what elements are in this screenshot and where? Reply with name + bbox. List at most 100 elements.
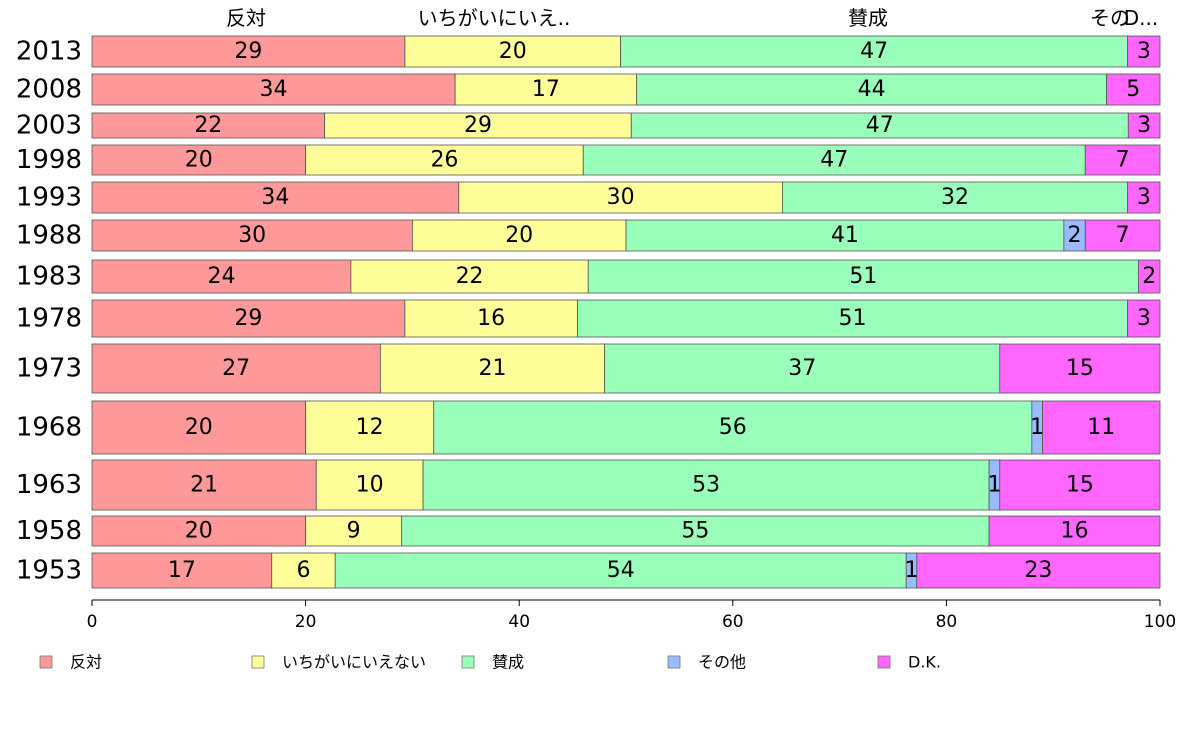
x-tick-label-3: 60 xyxy=(722,612,744,632)
bar-segment-1953-2 xyxy=(334,552,907,589)
bar-value-label-2013-2: 47 xyxy=(860,39,888,64)
year-label-1968: 1968 xyxy=(16,413,82,443)
bar-segment-2003-4 xyxy=(1127,112,1161,139)
bar-value-label-1983-2: 51 xyxy=(849,264,877,289)
bar-segment-1978-4 xyxy=(1127,299,1161,338)
bar-segment-2013-0 xyxy=(91,35,406,68)
bar-segment-2003-1 xyxy=(324,112,632,139)
bar-segment-1988-1 xyxy=(411,219,627,252)
year-label-2013: 2013 xyxy=(16,37,82,67)
bar-segment-1963-2 xyxy=(422,459,990,511)
year-labels: 2013 2008 2003 1998 1993 1988 1983 1978 1973 1968… xyxy=(16,37,82,586)
x-tick-label-1: 20 xyxy=(295,612,317,632)
year-label-1993: 1993 xyxy=(16,183,82,213)
top-category-labels: 反対 いちがいにいえ.. 賛成 そのD... xyxy=(226,6,1158,30)
bar-value-label-1998-0: 20 xyxy=(185,148,213,173)
bar-segment-1973-1 xyxy=(379,343,606,394)
bar-segment-1998-2 xyxy=(582,144,1086,176)
legend-item-4: D.K. xyxy=(877,653,941,672)
bar-value-label-1953-4: 23 xyxy=(1024,558,1052,583)
bar-value-label-1978-0: 29 xyxy=(234,306,262,331)
bar-segment-1958-4 xyxy=(988,515,1161,547)
bar-value-label-2013-4: 3 xyxy=(1137,39,1151,64)
legend: 反対 いちがいにいえない 賛成 その他 D.K. xyxy=(39,653,941,672)
bar-value-label-1958-4: 16 xyxy=(1061,519,1089,544)
bar-segment-1983-4 xyxy=(1138,259,1161,294)
bar-segment-1983-1 xyxy=(350,259,589,294)
bar-value-label-1958-2: 55 xyxy=(681,519,709,544)
bar-value-label-1968-0: 20 xyxy=(185,415,213,440)
bar-value-label-2003-4: 3 xyxy=(1137,113,1151,138)
bar-value-label-2008-1: 17 xyxy=(532,77,560,102)
bar-value-label-1958-0: 20 xyxy=(185,519,213,544)
legend-label-1: いちがいにいえない xyxy=(282,653,426,672)
year-label-2003: 2003 xyxy=(16,111,82,141)
year-label-1953: 1953 xyxy=(16,556,82,586)
bar-row-1993: 34 30 32 3 xyxy=(91,181,1161,214)
top-label-2: 賛成 xyxy=(848,6,888,30)
year-label-1973: 1973 xyxy=(16,354,82,384)
bar-segment-1963-4 xyxy=(999,459,1161,511)
year-label-1963: 1963 xyxy=(16,470,82,500)
x-tick-label-2: 40 xyxy=(508,612,530,632)
bar-row-2008: 34 17 44 5 xyxy=(91,73,1161,106)
legend-swatch-2 xyxy=(461,655,475,669)
bar-value-label-1998-4: 7 xyxy=(1116,148,1130,173)
bar-value-label-1978-4: 3 xyxy=(1137,306,1151,331)
bar-value-label-2003-1: 29 xyxy=(464,113,492,138)
bar-value-label-1953-1: 6 xyxy=(296,558,310,583)
bar-value-label-1968-1: 12 xyxy=(356,415,384,440)
bar-segment-1998-0 xyxy=(91,144,307,176)
bar-value-label-1973-4: 15 xyxy=(1066,356,1094,381)
bar-row-1983: 24 22 51 2 xyxy=(91,259,1161,294)
top-label-1: いちがいにいえ.. xyxy=(418,6,571,30)
bar-segment-1973-2 xyxy=(604,343,1001,394)
bar-value-label-1973-0: 27 xyxy=(222,356,250,381)
x-axis: 0 20 40 60 80 100 xyxy=(87,599,1176,632)
bar-value-label-1958-1: 9 xyxy=(347,519,361,544)
bar-value-label-2008-0: 34 xyxy=(260,77,288,102)
bar-value-label-1953-0: 17 xyxy=(168,558,196,583)
top-label-4: D... xyxy=(1124,6,1158,30)
bar-value-label-1963-2: 53 xyxy=(692,473,720,498)
year-label-1998: 1998 xyxy=(16,145,82,175)
bar-value-label-1953-3: 1 xyxy=(905,558,919,583)
bar-segment-1968-1 xyxy=(305,400,435,455)
bar-segment-1993-1 xyxy=(458,181,783,214)
bar-segment-1968-4 xyxy=(1042,400,1161,455)
legend-item-2: 賛成 xyxy=(461,653,524,672)
bar-value-label-1993-2: 32 xyxy=(941,185,969,210)
bar-row-2003: 22 29 47 3 xyxy=(91,112,1161,139)
bar-segment-2003-0 xyxy=(91,112,326,139)
year-label-1958: 1958 xyxy=(16,516,82,546)
bar-value-label-1983-0: 24 xyxy=(207,264,235,289)
bar-value-label-1988-2: 41 xyxy=(831,223,859,248)
year-label-1988: 1988 xyxy=(16,221,82,251)
x-tick-label-5: 100 xyxy=(1144,612,1176,632)
bar-value-label-1963-1: 10 xyxy=(356,473,384,498)
bar-value-label-1978-2: 51 xyxy=(839,306,867,331)
legend-label-2: 賛成 xyxy=(492,653,524,672)
bar-value-label-1968-4: 11 xyxy=(1087,415,1115,440)
bar-value-label-1983-1: 22 xyxy=(456,264,484,289)
x-tick-label-0: 0 xyxy=(87,612,98,632)
legend-swatch-1 xyxy=(251,655,265,669)
top-label-0: 反対 xyxy=(226,6,266,30)
bar-segment-1998-1 xyxy=(305,144,584,176)
bar-segment-1978-0 xyxy=(91,299,406,338)
bar-value-label-1968-2: 56 xyxy=(719,415,747,440)
bar-value-label-2003-2: 47 xyxy=(866,113,894,138)
year-label-1983: 1983 xyxy=(16,262,82,292)
bar-value-label-1973-1: 21 xyxy=(479,356,507,381)
top-label-3: その xyxy=(1090,6,1130,30)
bar-segment-1993-0 xyxy=(91,181,460,214)
bar-row-1963: 21 10 53 1 15 xyxy=(91,459,1161,511)
bar-value-label-1963-0: 21 xyxy=(190,473,218,498)
bar-row-1958: 20 9 55 16 xyxy=(91,515,1161,547)
bar-value-label-1988-4: 7 xyxy=(1116,223,1130,248)
bar-segment-2013-1 xyxy=(404,35,622,68)
legend-swatch-4 xyxy=(877,655,891,669)
bar-value-label-1998-1: 26 xyxy=(430,148,458,173)
bar-segment-1993-4 xyxy=(1127,181,1161,214)
legend-swatch-3 xyxy=(667,655,681,669)
